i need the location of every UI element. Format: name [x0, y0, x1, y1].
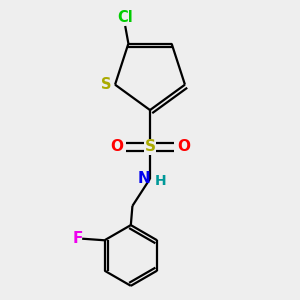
- Text: O: O: [177, 139, 190, 154]
- Text: F: F: [72, 231, 82, 246]
- Text: H: H: [154, 174, 166, 188]
- Text: S: S: [145, 139, 155, 154]
- Text: N: N: [138, 171, 151, 186]
- Text: S: S: [101, 77, 111, 92]
- Text: Cl: Cl: [117, 11, 133, 26]
- Text: O: O: [110, 139, 123, 154]
